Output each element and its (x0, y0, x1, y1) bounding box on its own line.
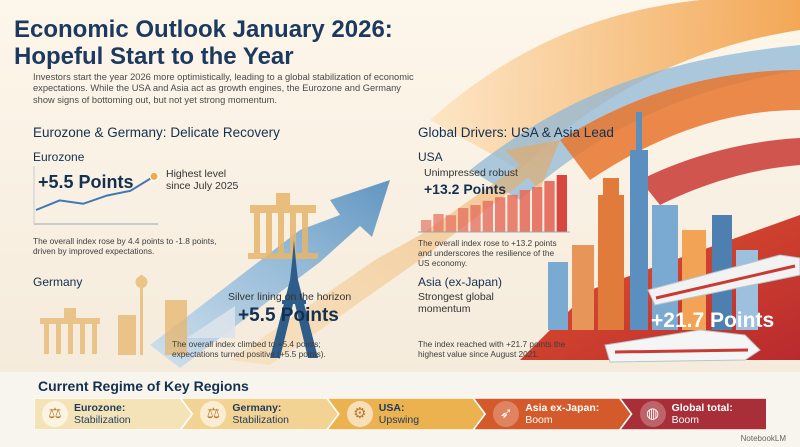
regime-label: Eurozone: Stabilization (74, 402, 131, 426)
asia-value: +21.7 Points (651, 309, 775, 332)
usa-note-line1: The overall index rose to +13.2 points (418, 238, 557, 248)
usa-bar (470, 205, 481, 232)
asia-note: The index reached with +21.7 points the … (418, 339, 565, 359)
asia-label: Asia (ex-Japan) (418, 275, 503, 289)
eurozone-trend-highlight-point (149, 171, 159, 181)
asia-callout-line2: momentum (418, 303, 471, 315)
eurozone-trend-line (35, 175, 155, 211)
swoosh-deep-orange (560, 70, 800, 180)
eurozone-callout-line2: since July 2025 (166, 180, 239, 192)
usa-bar (544, 181, 555, 232)
germany-value: +5.5 Points (238, 305, 339, 326)
eurozone-trend-chart (33, 166, 159, 225)
asia-callout-line1: Strongest global (418, 291, 494, 303)
regime-label: USA: Upswing (379, 402, 419, 426)
train-illustration-upper (647, 254, 800, 306)
germany-note-line1: The overall index climbed to +5.4 points… (172, 339, 321, 349)
regime-region: USA: (378, 402, 405, 414)
intro-paragraph: Investors start the year 2026 more optim… (33, 72, 414, 105)
eurozone-note-line1: The overall index rose by 4.4 points to … (33, 236, 217, 246)
regime-state: Upswing (378, 414, 420, 426)
usa-label: USA (418, 150, 443, 164)
asia-callout: Strongest global momentum (418, 291, 494, 315)
rocket-icon: ➶ (493, 401, 520, 427)
usa-bar (507, 194, 518, 232)
regime-region: Global total: (671, 402, 733, 414)
regime-state: Stabilization (74, 414, 131, 426)
regime-region: Germany: (232, 402, 282, 414)
germany-skyline-illustration (40, 275, 187, 355)
page-title: Economic Outlook January 2026: Hopeful S… (14, 16, 393, 70)
eurozone-section-heading: Eurozone & Germany: Delicate Recovery (33, 125, 280, 140)
germany-callout: Silver lining on the horizon (228, 291, 352, 303)
rising-arrow-blue (150, 180, 390, 368)
scales-icon: ⚖ (200, 401, 227, 427)
usa-bar (445, 215, 456, 232)
usa-bar-chart (418, 175, 570, 233)
eurozone-callout-line1: Highest level (166, 168, 227, 180)
asia-note-line2: highest value since August 2021. (418, 349, 540, 359)
usa-bar (458, 208, 469, 232)
regime-state: Boom (525, 414, 553, 426)
gear-icon: ⚙ (346, 401, 373, 427)
eurozone-value: +5.5 Points (38, 172, 134, 192)
regime-region: Asia ex-Japan: (525, 402, 600, 414)
regime-chevron (472, 398, 633, 430)
usa-bar (421, 220, 432, 232)
scales-icon: ⚖ (42, 401, 68, 427)
eurozone-note-line2: driven by improved expectations. (33, 246, 155, 256)
eurozone-callout: Highest level since July 2025 (166, 168, 238, 192)
usa-note: The overall index rose to +13.2 points a… (418, 238, 557, 268)
global-section-heading: Global Drivers: USA & Asia Lead (418, 125, 614, 140)
usa-note-line3: US economy. (418, 258, 468, 268)
regime-label: Germany: Stabilization (232, 402, 289, 426)
swoosh-orange (430, 0, 800, 170)
germany-label: Germany (33, 275, 83, 289)
usa-bar (433, 214, 444, 232)
regime-chevron (618, 398, 766, 430)
usa-bar (519, 190, 530, 232)
train-illustration-lower (604, 329, 761, 363)
regime-state: Boom (671, 414, 700, 426)
germany-mini-bars (187, 306, 235, 338)
globe-icon: ◍ (639, 401, 666, 427)
germany-mini-area (187, 306, 235, 338)
regime-label: Global total: Boom (672, 402, 733, 426)
eiffel-tower-illustration (270, 240, 318, 358)
usa-bar (482, 200, 493, 232)
regime-region: Eurozone: (74, 402, 126, 414)
usa-callout: Unimpressed robust (424, 167, 518, 179)
rising-arrow-orange (230, 140, 560, 365)
eurozone-note: The overall index rose by 4.4 points to … (33, 236, 217, 256)
swoosh-red (640, 138, 800, 205)
asia-note-line1: The index reached with +21.7 points the (418, 339, 566, 349)
usa-bar (532, 187, 543, 232)
germany-note: The overall index climbed to +5.4 points… (172, 339, 326, 359)
usa-bar (495, 197, 506, 232)
usa-note-line2: and underscores the resilience of the (418, 248, 555, 258)
credit-label: NotebookLM (740, 434, 786, 443)
regime-state: Stabilization (232, 414, 290, 426)
eurozone-label: Eurozone (33, 150, 85, 164)
usa-value: +13.2 Points (424, 181, 507, 197)
brandenburg-gate-illustration (248, 193, 318, 259)
usa-bar (556, 175, 567, 232)
germany-note-line2: expectations turned positive (+5.5 point… (172, 349, 326, 359)
regime-label: Asia ex-Japan: Boom (525, 402, 599, 426)
regime-section-title: Current Regime of Key Regions (38, 378, 249, 394)
